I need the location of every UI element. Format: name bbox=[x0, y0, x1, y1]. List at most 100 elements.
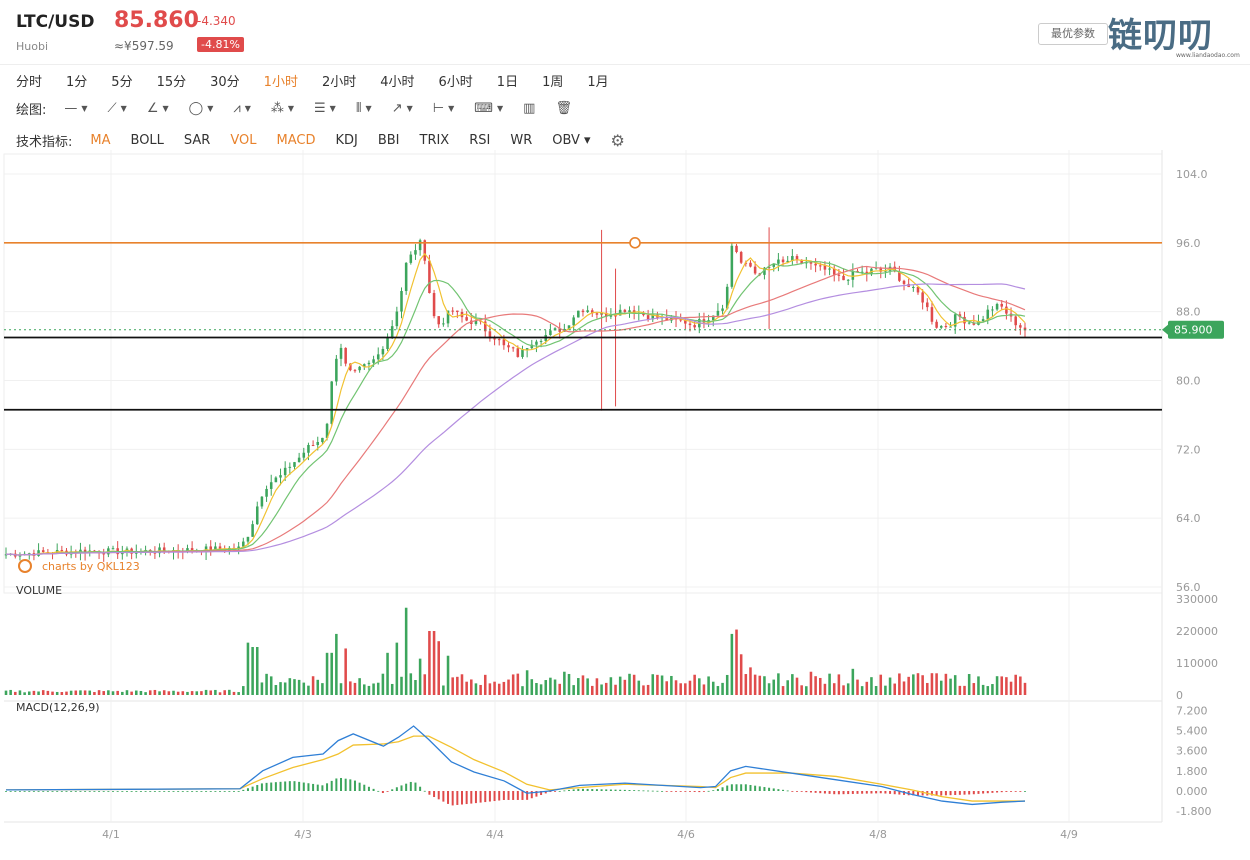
period-tab-6[interactable]: 2小时 bbox=[321, 74, 357, 90]
macd-bar bbox=[954, 791, 957, 795]
macd-bar bbox=[191, 791, 194, 792]
macd-bar bbox=[516, 791, 519, 800]
volume-bar bbox=[246, 642, 250, 695]
shape-tool-icon[interactable]: ◯ ▼ bbox=[188, 100, 214, 116]
period-tab-5[interactable]: 1小时 bbox=[263, 74, 298, 90]
candle-body bbox=[339, 347, 343, 359]
candle-body bbox=[255, 506, 259, 525]
candle-body bbox=[502, 339, 506, 346]
candle-style-icon[interactable]: ▥ bbox=[523, 100, 536, 116]
indicator-macd[interactable]: MACD bbox=[276, 132, 316, 148]
candle-body bbox=[535, 341, 538, 345]
period-tab-1[interactable]: 1分 bbox=[66, 74, 88, 90]
price-pane bbox=[3, 153, 1163, 594]
volume-bar bbox=[488, 683, 492, 695]
angle-tool-icon[interactable]: ∠ ▼ bbox=[146, 100, 169, 116]
macd-bar bbox=[153, 791, 156, 792]
volume-bar bbox=[781, 686, 785, 695]
macd-bar bbox=[330, 780, 333, 791]
macd-bar bbox=[791, 791, 794, 792]
period-tab-8[interactable]: 6小时 bbox=[438, 74, 473, 90]
volume-bar bbox=[791, 674, 794, 695]
drawing-label: 绘图: bbox=[16, 102, 47, 118]
line-tool-icon[interactable]: — ▼ bbox=[64, 100, 88, 116]
period-tab-11[interactable]: 1月 bbox=[587, 74, 609, 90]
volume-bar bbox=[335, 633, 338, 695]
volume-bar bbox=[465, 681, 468, 695]
macd-bar bbox=[842, 791, 845, 795]
macd-bar bbox=[414, 782, 417, 791]
period-tab-2[interactable]: 5分 bbox=[111, 74, 133, 90]
volume-bar bbox=[953, 675, 957, 695]
period-tab-4[interactable]: 30分 bbox=[210, 74, 240, 90]
arrow-tool-icon[interactable]: ↗ ▼ bbox=[391, 100, 413, 116]
volume-bar bbox=[274, 685, 278, 695]
volume-bar bbox=[642, 685, 645, 695]
volume-bar bbox=[646, 684, 650, 695]
period-tab-3[interactable]: 15分 bbox=[156, 74, 187, 90]
period-tab-9[interactable]: 1日 bbox=[496, 74, 519, 90]
indicator-bbi[interactable]: BBI bbox=[377, 132, 400, 148]
indicator-vol[interactable]: VOL bbox=[230, 132, 257, 148]
macd-bar bbox=[782, 789, 785, 791]
indicator-obv[interactable]: OBV ▾ bbox=[552, 132, 591, 148]
period-tab-7[interactable]: 4小时 bbox=[380, 74, 415, 90]
fib-tool-icon[interactable]: ⁂ ▼ bbox=[270, 100, 294, 116]
period-tab-0[interactable]: 分时 bbox=[16, 74, 43, 90]
volume-tick-label: 110000 bbox=[1176, 657, 1218, 670]
volume-bar bbox=[288, 678, 292, 695]
indicator-boll[interactable]: BOLL bbox=[130, 132, 164, 148]
volume-tick-label: 330000 bbox=[1176, 593, 1218, 606]
macd-bar bbox=[521, 791, 524, 800]
candle-body bbox=[684, 320, 687, 324]
optimal-params-button[interactable]: 最优参数 bbox=[1038, 23, 1108, 45]
gear-icon[interactable]: ⚙ bbox=[610, 130, 625, 150]
period-tab-10[interactable]: 1周 bbox=[542, 74, 564, 90]
candle-body bbox=[823, 265, 827, 270]
macd-bar bbox=[447, 791, 450, 804]
candle-body bbox=[651, 314, 655, 320]
volume-bar bbox=[446, 655, 450, 695]
site-logo: 链叨叨 bbox=[1108, 16, 1213, 56]
ma4-line bbox=[5, 283, 1026, 556]
macd-dea-line bbox=[5, 735, 1025, 802]
volume-bar bbox=[1000, 676, 1004, 695]
level-tool-icon[interactable]: ☰ ▼ bbox=[314, 100, 336, 116]
indicator-ma[interactable]: MA bbox=[90, 132, 111, 148]
x-tick-label: 4/4 bbox=[486, 828, 504, 841]
ma3-line bbox=[5, 265, 1026, 556]
candlestick-chart[interactable]: 104.0 96.0 88.0 80.0 72.0 64.0 56.0 4/1 4/3 4/4 4/… bbox=[0, 150, 1250, 856]
candle-body bbox=[102, 553, 105, 555]
macd-bar bbox=[889, 791, 892, 794]
indicator-kdj[interactable]: KDJ bbox=[335, 132, 358, 148]
macd-tick-label: 7.200 bbox=[1176, 704, 1208, 717]
indicator-rsi[interactable]: RSI bbox=[469, 132, 491, 148]
note-tool-icon[interactable]: ⌨ ▼ bbox=[474, 100, 504, 116]
indicator-wr[interactable]: WR bbox=[510, 132, 533, 148]
volume-bar bbox=[698, 678, 701, 695]
volume-bar bbox=[744, 674, 748, 695]
volume-bar bbox=[209, 690, 213, 695]
volume-bar bbox=[856, 679, 859, 695]
macd-bar bbox=[656, 790, 659, 792]
candle-body bbox=[609, 315, 613, 317]
channel-tool-icon[interactable]: ⦀ ▼ bbox=[355, 100, 372, 116]
volume-bar bbox=[344, 648, 347, 695]
pattern-tool-icon[interactable]: ⩘ ▼ bbox=[233, 100, 251, 116]
candle-body bbox=[511, 347, 515, 349]
volume-bar bbox=[670, 675, 673, 695]
volume-bar bbox=[749, 667, 752, 695]
macd-bar bbox=[963, 791, 966, 795]
macd-bar bbox=[344, 778, 347, 791]
indicator-sar[interactable]: SAR bbox=[183, 132, 211, 148]
indicator-trix[interactable]: TRIX bbox=[419, 132, 450, 148]
delete-icon[interactable]: 🗑 bbox=[555, 100, 572, 116]
macd-bar bbox=[977, 791, 980, 794]
ray-tool-icon[interactable]: ⟋ ▼ bbox=[107, 100, 127, 116]
volume-bar bbox=[293, 679, 296, 695]
volume-bar bbox=[944, 673, 948, 695]
macd-bar bbox=[619, 789, 622, 791]
volume-bar bbox=[372, 683, 375, 695]
measure-tool-icon[interactable]: ⊢ ▼ bbox=[432, 100, 455, 116]
volume-bar bbox=[69, 690, 73, 695]
